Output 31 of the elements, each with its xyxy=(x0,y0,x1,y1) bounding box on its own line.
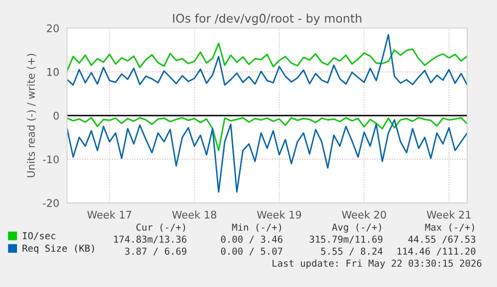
chart-title: IOs for /dev/vg0/root - by month xyxy=(173,14,362,26)
text: Cur (-/+) xyxy=(136,223,186,232)
y-tick-label: -20 xyxy=(42,199,59,208)
line-series xyxy=(67,119,468,193)
x-tick-label: Week 21 xyxy=(426,210,471,219)
line-series xyxy=(67,42,468,72)
text: Min (-/+) xyxy=(232,223,282,232)
text: 315.79m/11.69 xyxy=(310,236,382,244)
text: 174.83m/13.36 xyxy=(114,236,186,244)
line-series xyxy=(67,117,468,152)
text: Avg (-/+) xyxy=(332,223,382,233)
y-tick-label: -10 xyxy=(42,155,59,164)
legend-label: IO/sec xyxy=(22,232,56,240)
text: 0.00 / 3.46 xyxy=(221,236,282,244)
text: 114.46 /111.20 xyxy=(398,248,476,256)
line-series xyxy=(67,34,468,86)
x-tick-label: Week 19 xyxy=(257,210,302,219)
y-tick-label: 20 xyxy=(46,24,59,32)
x-tick-label: Week 17 xyxy=(87,210,132,219)
text: 0.00 / 5.07 xyxy=(221,248,282,256)
x-tick-label: Week 20 xyxy=(342,210,386,219)
legend-label: Req Size (KB) xyxy=(22,244,94,254)
y-tick-label: 0 xyxy=(54,112,59,120)
text: Max (-/+) xyxy=(425,223,474,232)
text: 3.87 / 6.69 xyxy=(125,248,186,256)
x-tick-label: Week 18 xyxy=(172,210,216,219)
y-axis-title: Units read (-) / write (+) xyxy=(26,54,36,178)
text: 44.55 /67.53 xyxy=(408,236,476,244)
text: Last update: Fri May 22 03:30:15 2026 xyxy=(272,259,482,269)
text: 5.55 / 8.24 xyxy=(321,248,383,256)
y-tick-label: 10 xyxy=(47,68,59,76)
